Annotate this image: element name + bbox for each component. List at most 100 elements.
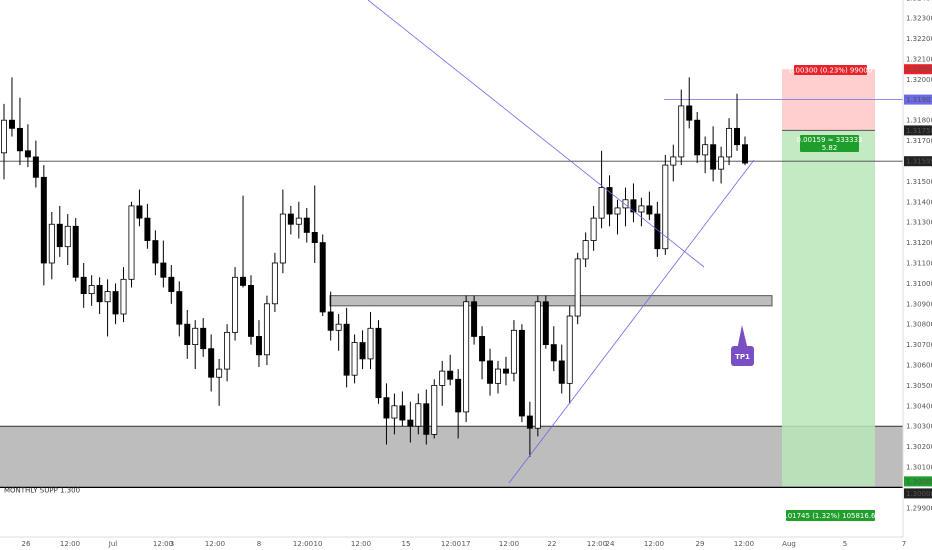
candle xyxy=(694,112,701,164)
target-price-tag-bg xyxy=(904,476,932,487)
candle xyxy=(638,197,645,227)
candle-body xyxy=(168,276,175,292)
resistance-zone xyxy=(329,295,773,307)
candle xyxy=(16,97,23,166)
candle-body xyxy=(120,278,127,315)
candle-body xyxy=(606,187,613,215)
stop-price-tag-bg xyxy=(904,64,932,75)
candle-body xyxy=(638,205,645,213)
x-tick-label: 12:00 xyxy=(441,540,461,548)
candle xyxy=(232,267,239,341)
candle xyxy=(598,150,605,229)
candle-body xyxy=(479,336,486,362)
candle xyxy=(502,356,509,386)
x-tick-label: 7 xyxy=(902,540,906,548)
candle xyxy=(287,205,294,235)
candle xyxy=(351,334,358,384)
candle xyxy=(734,93,741,151)
candle xyxy=(64,214,71,266)
candle-body xyxy=(670,156,677,166)
candle-body xyxy=(742,144,748,164)
candle-body xyxy=(16,127,23,152)
candle xyxy=(319,234,326,317)
candle xyxy=(726,118,733,166)
drawings-layer: TP1 0.00300 (0.23%) 99000 0.00159 ≈ 333333… xyxy=(367,0,881,521)
candle-body xyxy=(710,144,717,170)
candle-body xyxy=(662,164,669,250)
candle xyxy=(407,401,414,443)
y-axis: 1.32400 1.32300 1.32200 1.32100 1.32000 1.319… xyxy=(902,0,932,537)
candle-body xyxy=(383,397,390,419)
candle-body xyxy=(104,291,111,303)
x-tick-label: 10 xyxy=(314,540,323,548)
candle-body xyxy=(702,144,709,156)
descending-trendline xyxy=(367,0,705,268)
candle xyxy=(471,295,478,345)
candle xyxy=(8,77,15,137)
candle xyxy=(423,389,430,445)
candle-body xyxy=(391,405,398,419)
x-tick-label: 22 xyxy=(548,540,557,548)
y-tick-label: 1.31800 xyxy=(906,117,932,125)
candle-body xyxy=(176,291,183,325)
candle xyxy=(327,291,334,341)
monthly-support-price-tag-text: 1.30000 xyxy=(906,490,932,498)
candle xyxy=(303,207,310,243)
x-tick-label: 12:00 xyxy=(734,540,754,548)
y-tick-label: 1.31400 xyxy=(906,198,932,206)
candle-body xyxy=(64,225,71,248)
x-tick-label: 12:00 xyxy=(587,540,607,548)
y-tick-label: 1.32300 xyxy=(906,15,932,23)
x-tick-label: 12:00 xyxy=(205,540,225,548)
candle xyxy=(224,324,231,382)
candle-body xyxy=(622,199,629,209)
candle-body xyxy=(287,213,294,225)
candle xyxy=(702,136,709,174)
candle-body xyxy=(224,331,231,370)
candle-body xyxy=(534,301,541,429)
candle-body xyxy=(367,327,374,360)
candle xyxy=(104,279,111,337)
upper-level-price-tag-bg xyxy=(904,94,932,105)
candle-body xyxy=(654,213,661,250)
candle xyxy=(240,195,247,288)
candle xyxy=(295,201,302,239)
candle xyxy=(558,344,565,394)
x-tick-label: 12:00 xyxy=(60,540,80,548)
y-tick-label: 1.30200 xyxy=(906,443,932,451)
candle xyxy=(32,140,39,188)
candle xyxy=(630,183,637,223)
candle xyxy=(48,212,55,280)
x-tick-label: 8 xyxy=(257,540,261,548)
candle xyxy=(96,277,103,314)
candle xyxy=(399,391,406,427)
y-tick-label: 1.32200 xyxy=(906,35,932,43)
candle-body xyxy=(192,327,199,345)
x-tick-label: 12:00 xyxy=(499,540,519,548)
candle xyxy=(742,136,748,166)
y-tick-label: 1.31100 xyxy=(906,260,932,268)
candle-body xyxy=(614,207,621,215)
candle xyxy=(622,187,629,227)
y-tick-label: 1.30100 xyxy=(906,464,932,472)
candle-body xyxy=(311,231,318,243)
entry-price-tag: 1.31750 xyxy=(904,125,932,136)
candle-body xyxy=(72,225,79,278)
y-tick-label: 1.31500 xyxy=(906,178,932,186)
x-tick-label: 24 xyxy=(606,540,615,548)
y-tick-label: 1.31300 xyxy=(906,219,932,227)
candle-body xyxy=(248,285,254,337)
candle-body xyxy=(208,348,215,378)
x-tick-label: 15 xyxy=(402,540,411,548)
candle xyxy=(654,201,661,257)
y-tick-label: 1.30500 xyxy=(906,382,932,390)
entry-label-line2: 5.82 xyxy=(822,144,838,152)
y-tick-label: 1.32100 xyxy=(906,56,932,64)
candle xyxy=(447,354,454,386)
candle xyxy=(415,393,422,435)
candle xyxy=(455,369,462,439)
candle xyxy=(606,175,613,227)
candle xyxy=(534,295,541,437)
